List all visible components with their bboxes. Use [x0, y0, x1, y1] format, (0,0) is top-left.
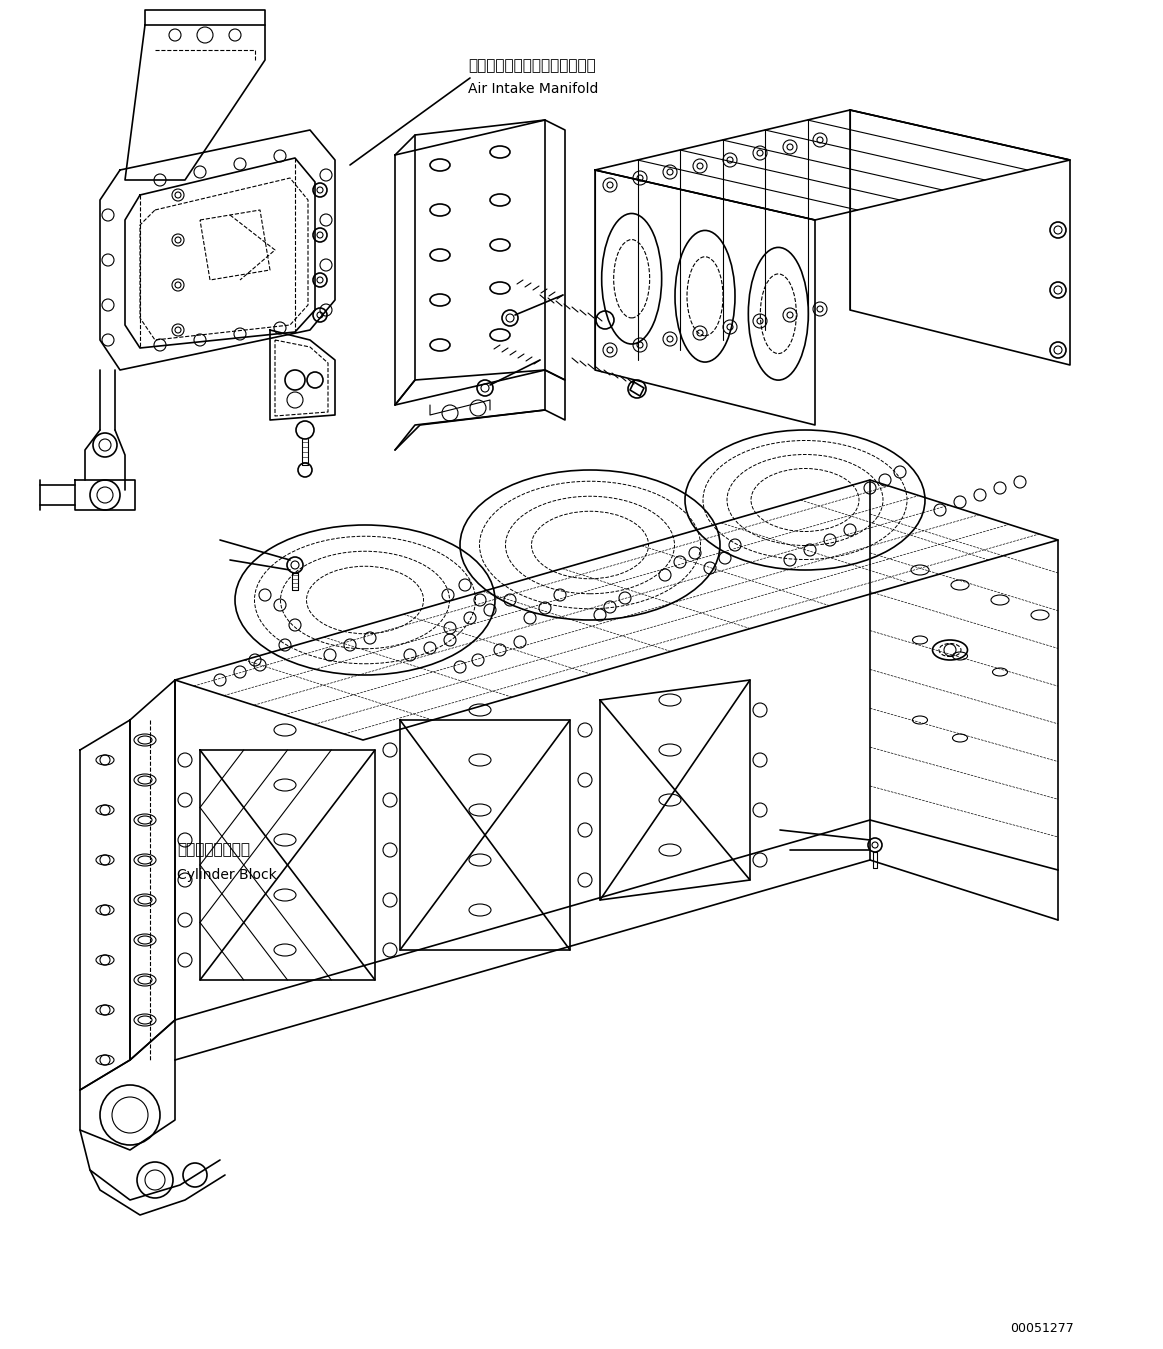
Text: 00051277: 00051277	[1009, 1322, 1073, 1336]
Text: Cylinder Block: Cylinder Block	[177, 867, 277, 882]
Text: シリンダブロック: シリンダブロック	[177, 842, 250, 857]
Text: エアーインテークマニホールド: エアーインテークマニホールド	[468, 58, 595, 73]
Text: Air Intake Manifold: Air Intake Manifold	[468, 82, 599, 96]
